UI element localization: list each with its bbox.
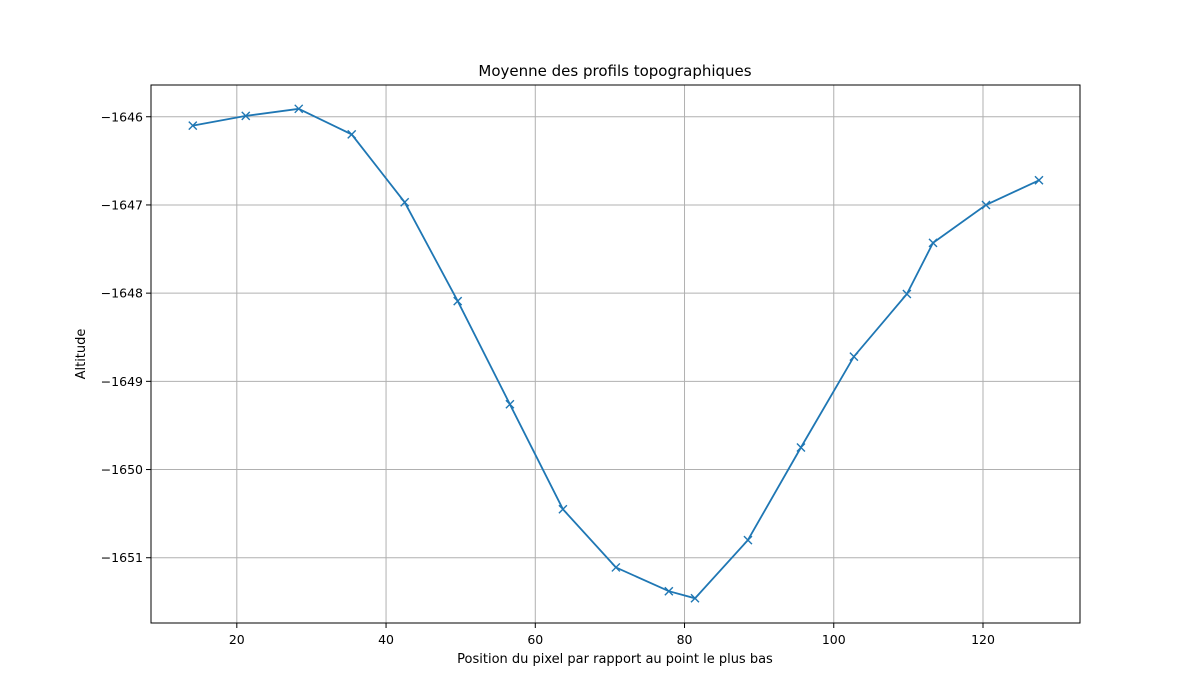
x-tick-label: 20	[229, 632, 245, 647]
x-tick-label: 40	[378, 632, 394, 647]
data-point	[690, 593, 700, 603]
series-markers	[188, 104, 1044, 603]
y-tick-label: −1650	[101, 462, 143, 477]
y-tick-label: −1649	[101, 374, 143, 389]
data-point	[849, 352, 859, 362]
data-point	[611, 562, 621, 572]
data-point	[558, 504, 568, 514]
x-tick-label: 120	[971, 632, 995, 647]
data-point	[743, 535, 753, 545]
series-line	[192, 107, 1040, 600]
data-point	[241, 111, 251, 121]
x-tick-label: 60	[527, 632, 543, 647]
data-point	[453, 296, 463, 306]
grid-lines	[151, 85, 1080, 623]
data-point	[928, 238, 938, 248]
y-tick-label: −1648	[101, 286, 143, 301]
y-axis-label: Altitude	[74, 329, 89, 380]
plot-frame	[150, 84, 1081, 624]
y-tick-label: −1646	[101, 109, 143, 124]
x-axis-ticks: 20 40 60 80 100 120	[229, 623, 995, 647]
data-point	[400, 197, 410, 207]
y-tick-label: −1647	[101, 197, 143, 212]
y-axis-ticks: −1646 −1647 −1648 −1649 −1650 −1651	[101, 109, 151, 565]
x-tick-label: 80	[677, 632, 693, 647]
data-point	[796, 442, 806, 452]
x-axis-label: Position du pixel par rapport au point l…	[457, 652, 773, 667]
chart-title: Moyenne des profils topographiques	[478, 62, 751, 80]
data-point	[664, 586, 674, 596]
data-point	[294, 104, 304, 114]
data-point	[347, 129, 357, 139]
data-point	[188, 121, 198, 131]
data-point	[1034, 175, 1044, 185]
y-tick-label: −1651	[101, 550, 143, 565]
data-point	[902, 289, 912, 299]
data-point	[505, 399, 515, 409]
data-point	[981, 200, 991, 210]
x-tick-label: 100	[822, 632, 846, 647]
